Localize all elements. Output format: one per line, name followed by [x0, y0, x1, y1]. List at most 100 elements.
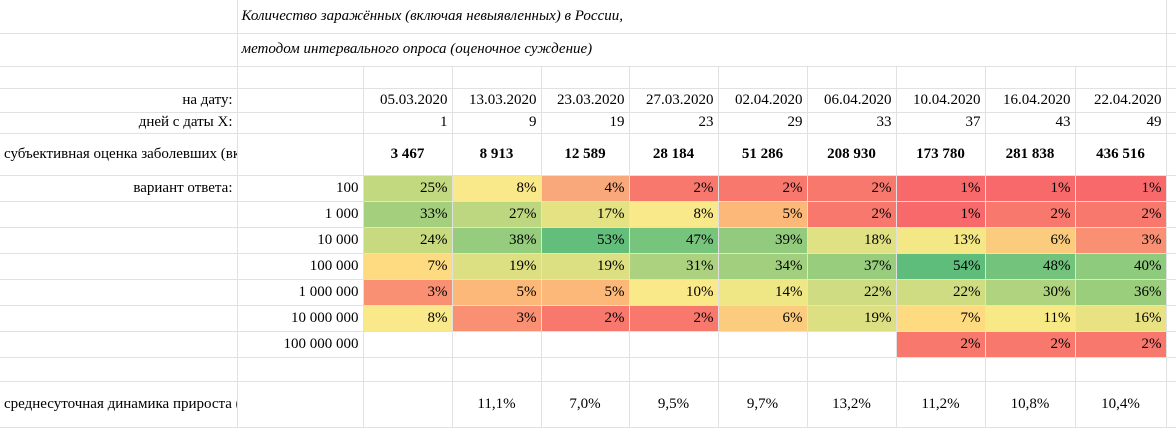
heatmap-cell[interactable]: 13%	[896, 227, 986, 254]
avg-growth-cell[interactable]	[363, 381, 453, 428]
days-cell[interactable]: 19	[541, 112, 630, 134]
heatmap-cell[interactable]	[541, 331, 630, 358]
heatmap-cell[interactable]: 1%	[896, 201, 986, 228]
heatmap-cell[interactable]: 33%	[363, 201, 453, 228]
heatmap-cell[interactable]: 54%	[896, 253, 986, 280]
days-cell[interactable]: 33	[807, 112, 897, 134]
heatmap-cell[interactable]: 18%	[807, 227, 897, 254]
days-cell[interactable]: 29	[718, 112, 808, 134]
estimate-cell[interactable]: 173 780	[896, 133, 986, 176]
days-cell[interactable]: 9	[452, 112, 542, 134]
heatmap-cell[interactable]: 2%	[985, 331, 1076, 358]
heatmap-cell[interactable]: 36%	[1075, 279, 1167, 306]
heatmap-cell[interactable]: 24%	[363, 227, 453, 254]
heatmap-cell[interactable]: 6%	[985, 227, 1076, 254]
heatmap-cell[interactable]: 2%	[629, 305, 719, 332]
heatmap-cell[interactable]: 19%	[541, 253, 630, 280]
avg-growth-cell[interactable]: 9,5%	[629, 381, 719, 428]
heatmap-cell[interactable]: 3%	[452, 305, 542, 332]
heatmap-cell[interactable]: 14%	[718, 279, 808, 306]
avg-growth-cell[interactable]: 10,4%	[1075, 381, 1167, 428]
heatmap-cell[interactable]: 2%	[629, 175, 719, 202]
heatmap-cell[interactable]: 1%	[896, 175, 986, 202]
estimate-cell[interactable]: 12 589	[541, 133, 630, 176]
heatmap-cell[interactable]: 39%	[718, 227, 808, 254]
heatmap-cell[interactable]	[718, 331, 808, 358]
heatmap-cell[interactable]: 53%	[541, 227, 630, 254]
days-cell[interactable]: 37	[896, 112, 986, 134]
heatmap-cell[interactable]: 34%	[718, 253, 808, 280]
heatmap-cell[interactable]: 2%	[718, 175, 808, 202]
days-cell[interactable]: 1	[363, 112, 453, 134]
answer-option-label: 100	[237, 175, 364, 202]
heatmap-cell[interactable]: 5%	[541, 279, 630, 306]
heatmap-cell[interactable]: 30%	[985, 279, 1076, 306]
heatmap-cell[interactable]: 11%	[985, 305, 1076, 332]
days-cell[interactable]: 23	[629, 112, 719, 134]
date-cell[interactable]: 22.04.2020	[1075, 88, 1167, 113]
heatmap-cell[interactable]: 2%	[985, 201, 1076, 228]
heatmap-cell[interactable]: 2%	[541, 305, 630, 332]
heatmap-cell[interactable]: 7%	[363, 253, 453, 280]
heatmap-cell[interactable]: 48%	[985, 253, 1076, 280]
heatmap-cell[interactable]: 8%	[363, 305, 453, 332]
heatmap-cell[interactable]: 5%	[452, 279, 542, 306]
date-cell[interactable]: 05.03.2020	[363, 88, 453, 113]
avg-growth-cell[interactable]: 11,2%	[896, 381, 986, 428]
avg-growth-cell[interactable]: 13,2%	[807, 381, 897, 428]
heatmap-cell[interactable]: 10%	[629, 279, 719, 306]
heatmap-cell[interactable]: 2%	[807, 201, 897, 228]
heatmap-cell[interactable]: 2%	[1075, 201, 1167, 228]
heatmap-cell[interactable]: 3%	[1075, 227, 1167, 254]
estimate-cell[interactable]: 281 838	[985, 133, 1076, 176]
avg-growth-cell[interactable]: 9,7%	[718, 381, 808, 428]
heatmap-cell[interactable]: 5%	[718, 201, 808, 228]
estimate-cell[interactable]: 51 286	[718, 133, 808, 176]
heatmap-cell[interactable]: 27%	[452, 201, 542, 228]
estimate-cell[interactable]: 208 930	[807, 133, 897, 176]
date-cell[interactable]: 16.04.2020	[985, 88, 1076, 113]
heatmap-cell[interactable]: 31%	[629, 253, 719, 280]
date-cell[interactable]: 23.03.2020	[541, 88, 630, 113]
days-cell[interactable]: 49	[1075, 112, 1167, 134]
heatmap-cell[interactable]: 3%	[363, 279, 453, 306]
date-cell[interactable]: 06.04.2020	[807, 88, 897, 113]
date-cell[interactable]: 27.03.2020	[629, 88, 719, 113]
heatmap-cell[interactable]: 22%	[896, 279, 986, 306]
heatmap-cell[interactable]: 38%	[452, 227, 542, 254]
estimate-cell[interactable]: 3 467	[363, 133, 453, 176]
heatmap-cell[interactable]: 7%	[896, 305, 986, 332]
heatmap-cell[interactable]: 17%	[541, 201, 630, 228]
heatmap-cell[interactable]: 1%	[1075, 175, 1167, 202]
heatmap-cell[interactable]	[452, 331, 542, 358]
date-cell[interactable]: 13.03.2020	[452, 88, 542, 113]
heatmap-cell[interactable]: 1%	[985, 175, 1076, 202]
date-cell[interactable]: 10.04.2020	[896, 88, 986, 113]
heatmap-cell[interactable]: 4%	[541, 175, 630, 202]
heatmap-cell[interactable]: 2%	[1075, 331, 1167, 358]
estimate-cell[interactable]: 436 516	[1075, 133, 1167, 176]
heatmap-cell[interactable]: 40%	[1075, 253, 1167, 280]
heatmap-cell[interactable]: 22%	[807, 279, 897, 306]
date-cell[interactable]: 02.04.2020	[718, 88, 808, 113]
avg-growth-cell[interactable]: 10,8%	[985, 381, 1076, 428]
avg-growth-cell[interactable]: 11,1%	[452, 381, 542, 428]
heatmap-cell[interactable]: 19%	[807, 305, 897, 332]
heatmap-cell[interactable]: 8%	[629, 201, 719, 228]
estimate-cell[interactable]: 8 913	[452, 133, 542, 176]
heatmap-cell[interactable]: 25%	[363, 175, 453, 202]
avg-growth-cell[interactable]: 7,0%	[541, 381, 630, 428]
heatmap-cell[interactable]	[363, 331, 453, 358]
heatmap-cell[interactable]: 19%	[452, 253, 542, 280]
heatmap-cell[interactable]: 16%	[1075, 305, 1167, 332]
heatmap-cell[interactable]: 47%	[629, 227, 719, 254]
heatmap-cell[interactable]: 2%	[896, 331, 986, 358]
heatmap-cell[interactable]: 6%	[718, 305, 808, 332]
heatmap-cell[interactable]	[807, 331, 897, 358]
heatmap-cell[interactable]: 2%	[807, 175, 897, 202]
heatmap-cell[interactable]: 37%	[807, 253, 897, 280]
estimate-cell[interactable]: 28 184	[629, 133, 719, 176]
heatmap-cell[interactable]: 8%	[452, 175, 542, 202]
days-cell[interactable]: 43	[985, 112, 1076, 134]
heatmap-cell[interactable]	[629, 331, 719, 358]
